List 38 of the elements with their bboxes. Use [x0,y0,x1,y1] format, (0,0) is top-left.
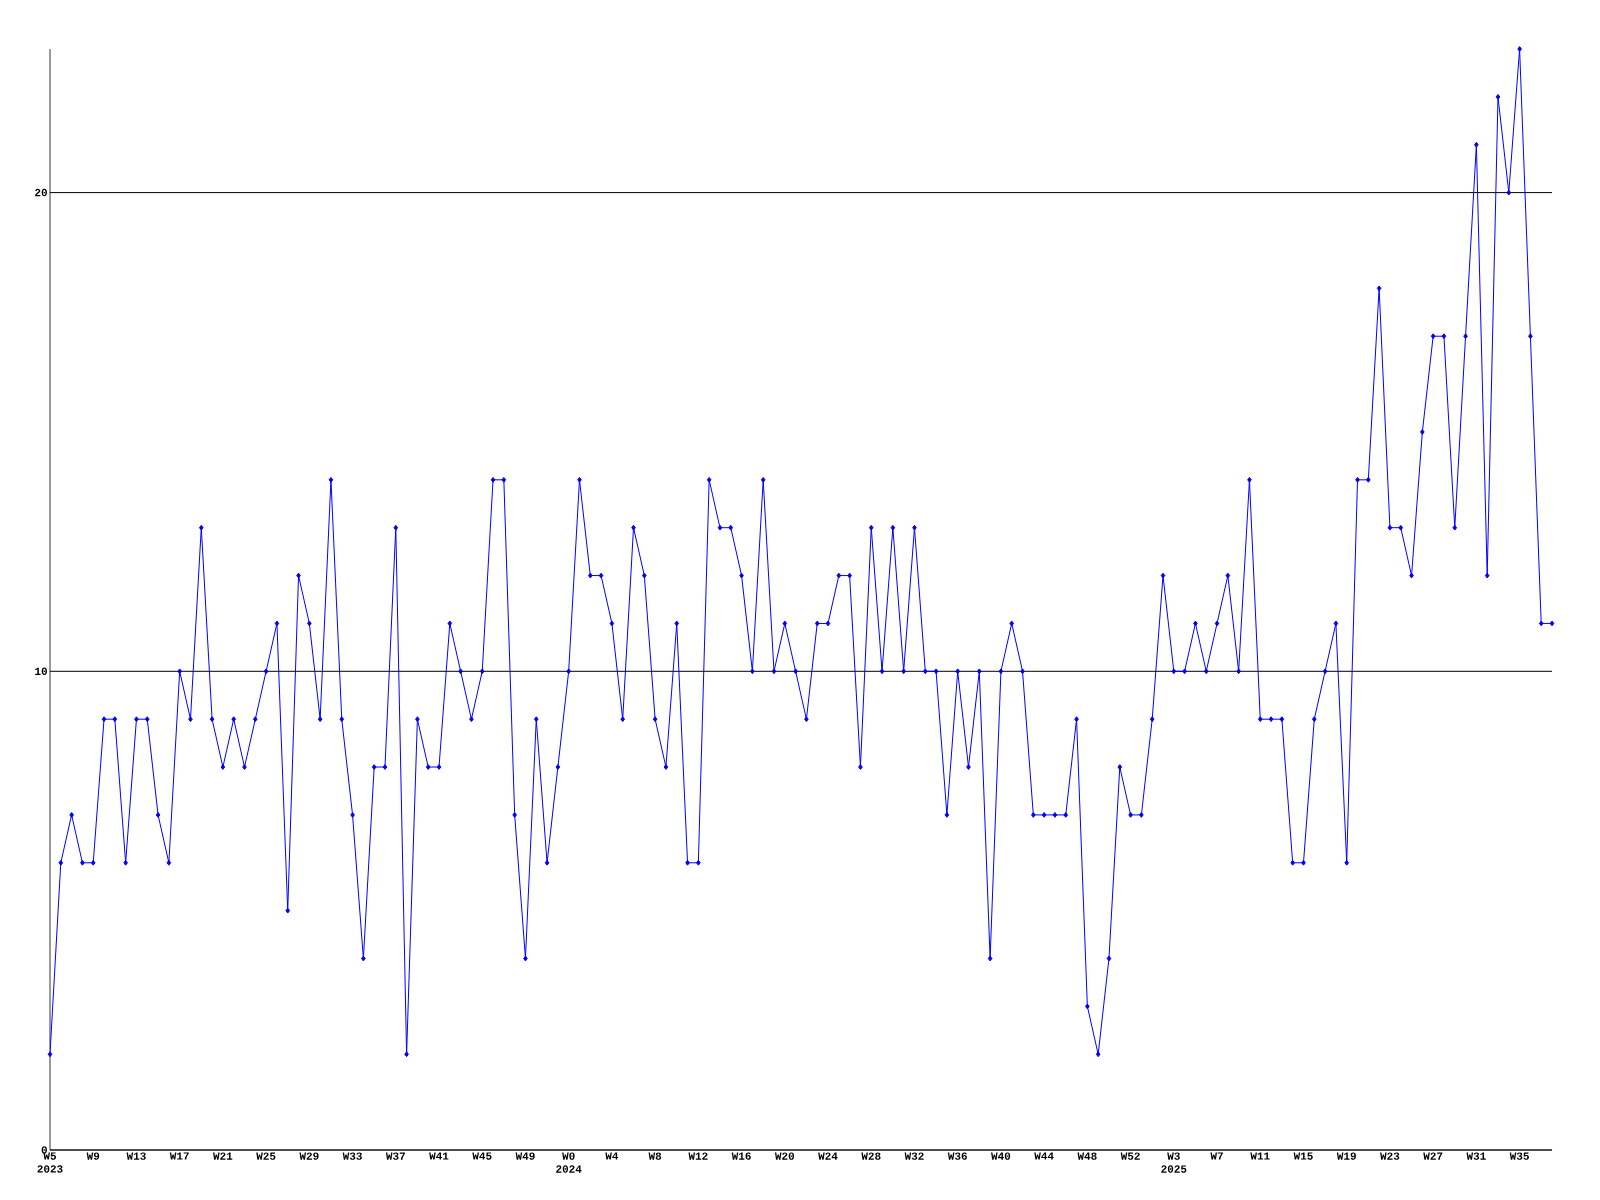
x-tick-label: W52 [1120,1152,1140,1160]
x-tick-label: W45 [472,1152,492,1160]
x-tick-label: W16 [731,1152,751,1160]
x-tick-label: W17 [169,1152,189,1160]
x-tick-label: W15 [1293,1152,1313,1160]
y-tick-label: 10 [35,667,47,675]
x-tick-label: W9 [86,1152,100,1160]
x-tick-label: W24 [818,1152,838,1160]
x-tick-label: W33 [342,1152,362,1160]
x-tick-label: W11 [1250,1152,1270,1160]
x-tick-label: W40 [991,1152,1011,1160]
y-tick-label: 0 [41,1146,47,1154]
x-tick-label: W4 [605,1152,619,1160]
x-tick-label: W37 [385,1152,405,1160]
x-tick-label: W0 2024 [556,1152,582,1173]
x-tick-label: W48 [1077,1152,1097,1160]
x-tick-label: W13 [126,1152,146,1160]
x-tick-label: W27 [1423,1152,1443,1160]
x-tick-label: W3 2025 [1161,1152,1187,1173]
x-tick-label: W20 [774,1152,795,1160]
x-tick-label: W7 [1210,1152,1223,1160]
x-tick-label: W32 [904,1152,924,1160]
x-tick-label: W19 [1336,1152,1356,1160]
x-tick-label: W5 2023 [37,1152,63,1173]
x-tick-label: W36 [947,1152,967,1160]
x-tick-label: W29 [299,1152,319,1160]
x-tick-label: W25 [256,1152,276,1160]
x-tick-label: W23 [1380,1152,1400,1160]
x-tick-label: W49 [515,1152,535,1160]
x-tick-label: W28 [861,1152,881,1160]
x-tick-label: W8 [648,1152,662,1160]
y-tick-label: 20 [35,188,47,197]
x-tick-label: W12 [688,1152,708,1160]
x-tick-label: W21 [213,1152,233,1160]
x-tick-label: W41 [429,1152,449,1160]
x-tick-label: W31 [1466,1152,1486,1160]
x-tick-label: W35 [1509,1152,1529,1160]
x-tick-label: W44 [1034,1152,1054,1160]
